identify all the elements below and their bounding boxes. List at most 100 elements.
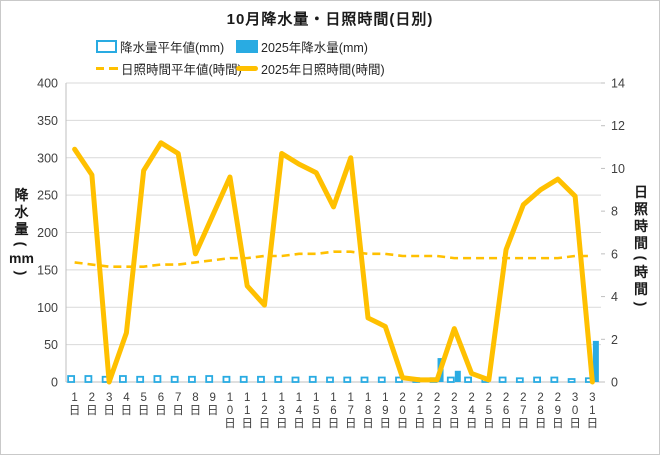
x-tick-label-char: 1 — [313, 392, 319, 404]
x-tick-label-char: 日 — [224, 418, 236, 430]
x-tick-label-char: 1 — [261, 392, 267, 404]
axis-title-char: mm — [9, 250, 34, 266]
bar-precip-normal — [308, 375, 317, 383]
bar-precip-normal — [84, 375, 93, 383]
x-tick-label-char: 日 — [155, 405, 167, 417]
x-tick-label-char: 5 — [140, 392, 146, 404]
x-tick-label-char: 4 — [468, 405, 475, 417]
bar-precip-normal — [377, 376, 386, 383]
x-tick-label-char: 9 — [209, 392, 215, 404]
gridlines-group — [66, 82, 601, 383]
x-tick-label-char: 6 — [330, 405, 336, 417]
y-right-tick-label: 10 — [611, 162, 625, 176]
bar-precip-normal — [136, 375, 145, 383]
x-tick-label-char: 日 — [431, 418, 443, 430]
axis-title-char: 時 — [634, 218, 648, 234]
y-left-tick-label: 300 — [37, 151, 58, 165]
x-tick-label-char: 1 — [382, 392, 388, 404]
legend-item-precip-2025: 2025年降水量(mm) — [236, 37, 376, 56]
bar-precip-normal — [343, 376, 352, 383]
axis-title-char: 降 — [14, 187, 29, 203]
x-tick-label-char: 3 — [106, 392, 112, 404]
y-axis-title-right: 日照時間(時間) — [633, 184, 649, 310]
bar-precip-normal — [446, 376, 455, 383]
bar-precip-normal — [222, 375, 231, 383]
x-tick-label-char: 2 — [451, 392, 457, 404]
legend-label: 2025年日照時間(時間) — [261, 62, 385, 77]
y-right-tick-label: 12 — [611, 119, 625, 133]
x-tick-label-char: 日 — [362, 418, 374, 430]
bar-precip-normal — [119, 375, 127, 383]
x-tick-label-char: 1 — [417, 405, 423, 417]
y-left-tick-label: 250 — [37, 189, 58, 203]
x-tick-label-char: 1 — [244, 392, 250, 404]
x-tick-label-char: 2 — [503, 392, 509, 404]
sunshine-2025-line — [72, 140, 595, 385]
x-tick-label-char: 1 — [365, 392, 371, 404]
x-tick-label-char: 7 — [348, 405, 354, 417]
bar-precip-normal — [170, 375, 179, 383]
y-right-tick-labels: 0 2 4 6 8 10 12 14 — [611, 77, 625, 390]
legend-row-sunshine: 日照時間平年値(時間) 2025年日照時間(時間) — [96, 60, 385, 77]
x-tick-label-char: 3 — [589, 392, 595, 404]
y-right-tick-label: 0 — [611, 376, 618, 390]
x-tick-label-char: 1 — [296, 392, 302, 404]
x-tick-label-char: 1 — [71, 392, 77, 404]
y-left-tick-label: 150 — [37, 263, 58, 277]
legend-label: 2025年降水量(mm) — [261, 40, 368, 55]
bar-precip-normal — [515, 377, 524, 383]
x-tick-label-char: 2 — [434, 405, 440, 417]
x-tick-label-char: 1 — [348, 392, 354, 404]
y-right-tick-label: 4 — [611, 290, 618, 304]
bar-precip-normal — [274, 375, 283, 383]
x-tick-label-char: 3 — [451, 405, 457, 417]
chart-title: 10月降水量・日照時間(日別) — [226, 11, 434, 28]
y-left-tick-label: 200 — [37, 226, 58, 240]
bar-precip-2025 — [454, 370, 461, 382]
x-tick-label-char: 2 — [468, 392, 474, 404]
x-tick-label-char: 日 — [259, 418, 271, 430]
x-tick-label-char: 日 — [397, 418, 409, 430]
axis-title-char: 照 — [634, 201, 648, 217]
bars-precip-normal-group — [67, 375, 593, 383]
x-tick-label-char: 8 — [537, 405, 543, 417]
x-tick-label-char: 1 — [244, 405, 250, 417]
x-tick-label-char: 1 — [227, 392, 233, 404]
x-tick-label-char: 日 — [345, 418, 357, 430]
x-tick-label-char: 3 — [572, 392, 578, 404]
x-tick-label-char: 日 — [276, 418, 288, 430]
x-tick-label-char: 8 — [192, 392, 198, 404]
x-tick-label-char: 2 — [89, 392, 95, 404]
x-tick-label-char: 2 — [417, 392, 423, 404]
axis-title-char: 量 — [14, 221, 29, 237]
x-tick-label-char: 1 — [589, 405, 595, 417]
x-tick-label-char: 7 — [520, 405, 526, 417]
y-left-tick-labels: 0 50 100 150 200 250 300 350 400 — [37, 77, 58, 390]
bar-precip-normal — [567, 378, 576, 383]
dashed-line-swatch-icon — [96, 66, 118, 70]
x-tick-label-char: 日 — [449, 418, 461, 430]
x-tick-label-char: 日 — [103, 405, 115, 417]
x-tick-label-char: 日 — [293, 418, 305, 430]
bar-precip-normal — [67, 375, 76, 383]
bar-precip-normal — [153, 375, 162, 383]
y-right-tick-label: 2 — [611, 333, 618, 347]
y-right-tick-label: 14 — [611, 77, 625, 91]
x-tick-label-char: 1 — [279, 392, 285, 404]
x-tick-label-char: 2 — [555, 392, 561, 404]
x-tick-label-char: 4 — [296, 405, 303, 417]
y-left-tick-label: 100 — [37, 301, 58, 315]
bar-precip-normal — [464, 376, 472, 383]
x-tick-label-char: 2 — [261, 405, 267, 417]
x-tick-label-char: 7 — [175, 392, 181, 404]
bar-precip-normal — [326, 376, 334, 383]
legend-label: 日照時間平年値(時間) — [121, 62, 242, 77]
axis-title-char: 間 — [634, 281, 648, 297]
bar-precip-normal — [239, 375, 248, 383]
x-tick-label-char: 2 — [434, 392, 440, 404]
x-tick-label-char: 3 — [279, 405, 285, 417]
x-tick-label-char: 日 — [86, 405, 98, 417]
x-tick-label-char: 2 — [399, 392, 405, 404]
x-tick-label-char: 日 — [483, 418, 495, 430]
